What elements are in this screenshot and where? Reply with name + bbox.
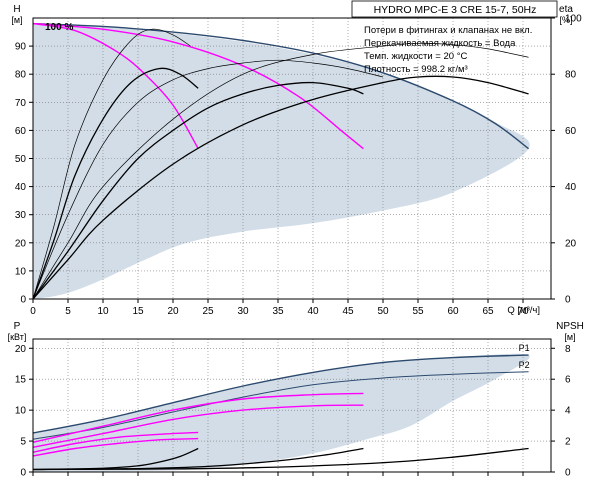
note-density: Плотность = 998.2 кг/м³ xyxy=(364,64,468,75)
bot-left-tick-label: 0 xyxy=(20,468,26,479)
bot-right-tick-label: 6 xyxy=(565,375,571,386)
eta-axis-unit: [%] xyxy=(559,15,572,25)
top-right-tick-label: 60 xyxy=(565,126,577,137)
x-tick-label: 50 xyxy=(377,306,389,317)
x-tick-label: 65 xyxy=(482,306,494,317)
x-tick-label: 5 xyxy=(65,306,71,317)
note-fittings: Потери в фитингах и клапанах не вкл. xyxy=(364,25,532,36)
x-tick-label: 25 xyxy=(202,306,214,317)
npsh-axis-unit: [м] xyxy=(564,332,575,342)
curve-eta-1 xyxy=(32,28,191,300)
p-axis-label: P xyxy=(14,321,21,332)
curve-eta-2 xyxy=(32,59,384,300)
x-tick-label: 40 xyxy=(307,306,319,317)
x-tick-label: 10 xyxy=(97,306,109,317)
curve-p2-speed-a xyxy=(32,404,364,448)
note-liquid: Перекачиваемая жидкость = Вода xyxy=(364,38,516,49)
curve-h-speed-2 xyxy=(32,22,364,150)
chart-title: HYDRO MPC-E 3 CRE 15-7, 50Hz xyxy=(374,4,537,16)
curve-p1-speed-b xyxy=(32,431,199,453)
curve-eta-5 xyxy=(32,81,364,300)
x-tick-label: 30 xyxy=(237,306,249,317)
bottom-curves: P1 P2 xyxy=(32,343,530,471)
bot-left-tick-label: 5 xyxy=(20,437,26,448)
curve-eta-4 xyxy=(32,67,199,300)
top-left-tick-label: 40 xyxy=(15,182,27,193)
title-box xyxy=(351,0,558,18)
q-axis-label: Q [м³/ч] xyxy=(507,305,540,316)
bot-plot-frame xyxy=(32,338,552,473)
top-right-tick-label: 20 xyxy=(565,238,577,249)
percent-label: 100 % xyxy=(45,22,73,33)
top-operating-area xyxy=(33,23,530,299)
bot-operating-area-fill xyxy=(33,353,530,472)
curve-eta-6 xyxy=(32,75,529,300)
curve-h-speed-1 xyxy=(32,22,199,150)
x-tick-label: 55 xyxy=(412,306,424,317)
x-tick-label: 20 xyxy=(167,306,179,317)
bot-right-tick-label: 0 xyxy=(565,468,571,479)
top-right-tick-label: 40 xyxy=(565,182,577,193)
top-left-tick-label: 60 xyxy=(15,126,27,137)
h-axis-unit: [м] xyxy=(11,15,22,25)
curve-eta-3 xyxy=(32,42,529,300)
x-tick-label: 0 xyxy=(30,306,36,317)
top-left-tick-label: 50 xyxy=(15,154,27,165)
bot-left-tick-label: 15 xyxy=(15,375,27,386)
top-left-tick-label: 10 xyxy=(15,266,27,277)
top-curves xyxy=(32,22,530,300)
eta-axis-label: eta xyxy=(559,4,573,15)
curve-npsh-3 xyxy=(32,447,529,471)
note-temperature: Темп. жидкости = 20 °C xyxy=(364,51,467,62)
top-operating-area-fill xyxy=(33,23,530,299)
top-left-tick-label: 20 xyxy=(15,238,27,249)
curve-p2 xyxy=(32,371,529,440)
curve-p2-speed-b xyxy=(32,437,199,457)
top-left-tick-label: 70 xyxy=(15,98,27,109)
top-right-tick-label: 0 xyxy=(565,295,571,306)
h-axis-label: H xyxy=(13,4,20,15)
top-left-tick-label: 30 xyxy=(15,210,27,221)
series-label-p2: P2 xyxy=(519,360,530,370)
top-left-tick-label: 80 xyxy=(15,70,27,81)
npsh-axis-label: NPSH xyxy=(556,321,584,332)
bot-left-tick-label: 10 xyxy=(15,406,27,417)
bottom-operating-area xyxy=(33,353,530,472)
bot-left-tick-label: 20 xyxy=(15,344,27,355)
bot-right-tick-label: 2 xyxy=(565,437,571,448)
top-axes: 0 10 20 30 40 50 60 70 80 90 0 20 40 60 80 100 0 5 10 15 20 2… xyxy=(15,14,582,318)
bot-right-tick-label: 4 xyxy=(565,406,571,417)
top-left-tick-label: 90 xyxy=(15,42,27,53)
x-tick-label: 15 xyxy=(132,306,144,317)
series-label-p1: P1 xyxy=(519,343,530,353)
p-axis-unit: [кВт] xyxy=(8,332,27,342)
bot-right-tick-label: 8 xyxy=(565,344,571,355)
top-right-tick-label: 100 xyxy=(565,14,582,25)
curve-h-100 xyxy=(32,22,530,150)
x-tick-label: 45 xyxy=(342,306,354,317)
x-tick-label: 35 xyxy=(272,306,284,317)
bottom-axes: 0 5 10 15 20 0 2 4 6 8 xyxy=(15,338,571,479)
top-left-tick-label: 0 xyxy=(20,295,26,306)
curve-p1 xyxy=(32,354,529,434)
top-right-tick-label: 80 xyxy=(565,70,577,81)
x-tick-label: 70 xyxy=(517,306,529,317)
x-tick-label: 60 xyxy=(447,306,459,317)
curve-p1-speed-a xyxy=(32,392,364,443)
